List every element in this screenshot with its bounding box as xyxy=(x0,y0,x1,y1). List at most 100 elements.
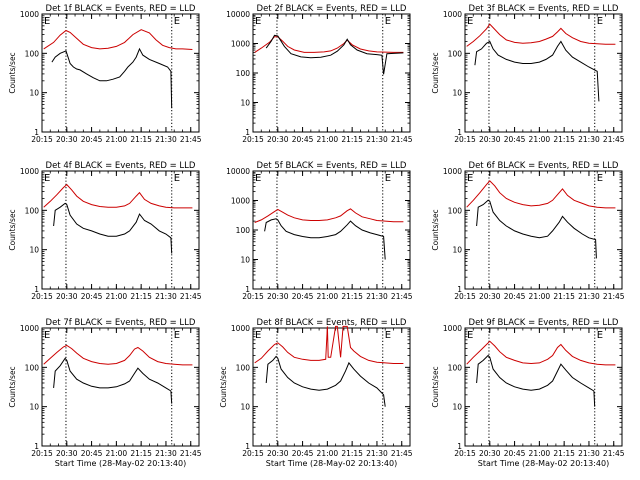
series-line-lld-red xyxy=(43,183,193,209)
y-tick-label: 1000 xyxy=(20,324,39,333)
x-tick-label: 21:45 xyxy=(180,135,202,144)
panel-det-7: Det 7f BLACK = Events, RED = LLD 1 10 100 10… xyxy=(8,318,202,468)
x-tick-label: 20:30 xyxy=(267,292,289,301)
plot-frame xyxy=(41,170,200,290)
x-tick-label: 21:15 xyxy=(341,292,363,301)
y-tick-label: 10000 xyxy=(226,10,250,19)
y-tick-label: 10 xyxy=(29,89,39,98)
x-tick-label: 20:30 xyxy=(479,135,501,144)
series-line-lld-red xyxy=(254,208,404,223)
x-axis-label: Start Time (28-May-02 20:13:40) xyxy=(55,459,186,468)
series-line-lld-red xyxy=(254,325,404,364)
x-tick-label: 21:00 xyxy=(317,135,339,144)
plot-frame xyxy=(41,327,200,447)
plot-frame xyxy=(464,327,623,447)
x-tick-label: 20:30 xyxy=(267,135,289,144)
y-tick-label: 1 xyxy=(245,285,250,294)
flag-label: E xyxy=(44,330,50,341)
panel-det-2: Det 2f BLACK = Events, RED = LLD 1 10 100 10… xyxy=(226,4,413,144)
y-tick-label: 100 xyxy=(236,363,251,372)
panel-title: Det 8f BLACK = Events, RED = LLD xyxy=(257,318,407,328)
x-tick-label: 21:15 xyxy=(130,135,152,144)
panel-title: Det 6f BLACK = Events, RED = LLD xyxy=(469,161,619,171)
panel-det-4: Det 4f BLACK = Events, RED = LLD 1 10 100 10… xyxy=(8,161,202,301)
x-tick-label: 21:00 xyxy=(106,449,128,458)
y-tick-label: 10 xyxy=(452,403,462,412)
x-axis-label: Start Time (28-May-02 20:13:40) xyxy=(478,459,609,468)
x-tick-label: 21:00 xyxy=(529,292,551,301)
panel-det-1: Det 1f BLACK = Events, RED = LLD 1 10 100 10… xyxy=(8,4,202,144)
series-line-lld-red xyxy=(466,180,616,209)
x-tick-label: 20:15 xyxy=(242,135,264,144)
y-tick-label: 10 xyxy=(240,256,250,265)
y-axis-label: Counts/sec xyxy=(8,209,17,250)
flag-label: E xyxy=(385,330,391,341)
y-tick-label: 1 xyxy=(457,442,462,451)
y-tick-label: 10 xyxy=(240,99,250,108)
panel-title: Det 1f BLACK = Events, RED = LLD xyxy=(46,4,196,14)
panel-title: Det 7f BLACK = Events, RED = LLD xyxy=(46,318,196,328)
x-tick-label: 21:45 xyxy=(603,135,625,144)
series-line-lld-red xyxy=(43,344,193,366)
x-tick-label: 20:45 xyxy=(504,292,526,301)
y-tick-label: 100 xyxy=(25,49,40,58)
y-tick-label: 10000 xyxy=(226,167,250,176)
x-tick-label: 21:30 xyxy=(578,449,600,458)
y-tick-label: 10 xyxy=(452,89,462,98)
x-tick-label: 21:00 xyxy=(106,292,128,301)
flag-label: E xyxy=(255,330,261,341)
y-tick-label: 10 xyxy=(29,403,39,412)
flag-label: E xyxy=(44,16,50,27)
y-tick-label: 1000 xyxy=(20,167,39,176)
y-tick-label: 10 xyxy=(452,246,462,255)
y-tick-label: 1000 xyxy=(20,10,39,19)
x-tick-label: 20:15 xyxy=(242,449,264,458)
x-tick-label: 20:30 xyxy=(56,449,78,458)
y-tick-label: 100 xyxy=(236,69,251,78)
y-tick-label: 100 xyxy=(236,226,251,235)
y-axis-label: Counts/sec xyxy=(8,52,17,93)
x-tick-label: 21:30 xyxy=(366,449,388,458)
x-tick-label: 21:15 xyxy=(553,449,575,458)
panel-det-3: Det 3f BLACK = Events, RED = LLD 1 10 100 10… xyxy=(431,4,625,144)
flag-label: E xyxy=(385,16,391,27)
x-tick-label: 20:30 xyxy=(479,292,501,301)
x-tick-label: 21:00 xyxy=(317,449,339,458)
x-tick-label: 21:15 xyxy=(553,135,575,144)
y-axis-label: Counts/sec xyxy=(431,366,440,407)
x-tick-label: 21:45 xyxy=(391,135,413,144)
flag-label: E xyxy=(385,173,391,184)
y-tick-label: 1000 xyxy=(443,167,462,176)
x-tick-label: 21:45 xyxy=(180,449,202,458)
series-line-events-black xyxy=(264,218,386,260)
x-tick-label: 21:15 xyxy=(130,449,152,458)
x-tick-label: 21:30 xyxy=(155,292,177,301)
plot-frame xyxy=(464,170,623,290)
flag-label: E xyxy=(44,173,50,184)
series-line-lld-red xyxy=(254,36,404,53)
x-tick-label: 20:30 xyxy=(267,449,289,458)
x-tick-label: 20:45 xyxy=(292,135,314,144)
series-line-lld-red xyxy=(43,29,193,50)
flag-label: E xyxy=(597,173,603,184)
y-tick-label: 100 xyxy=(448,206,463,215)
flag-label: E xyxy=(467,16,473,27)
y-tick-label: 1 xyxy=(34,285,39,294)
y-tick-label: 1000 xyxy=(443,10,462,19)
x-tick-label: 20:30 xyxy=(56,135,78,144)
y-axis-label: Counts/sec xyxy=(431,52,440,93)
y-tick-label: 10 xyxy=(29,246,39,255)
x-tick-label: 20:45 xyxy=(81,449,103,458)
series-line-lld-red xyxy=(466,23,616,47)
x-tick-label: 21:45 xyxy=(603,292,625,301)
y-tick-label: 1 xyxy=(457,285,462,294)
flag-label: E xyxy=(467,330,473,341)
x-tick-label: 21:30 xyxy=(366,292,388,301)
x-tick-label: 21:30 xyxy=(366,135,388,144)
series-line-events-black xyxy=(51,47,173,109)
x-tick-label: 21:15 xyxy=(130,292,152,301)
y-tick-label: 1000 xyxy=(231,324,250,333)
series-line-events-black xyxy=(265,34,404,75)
